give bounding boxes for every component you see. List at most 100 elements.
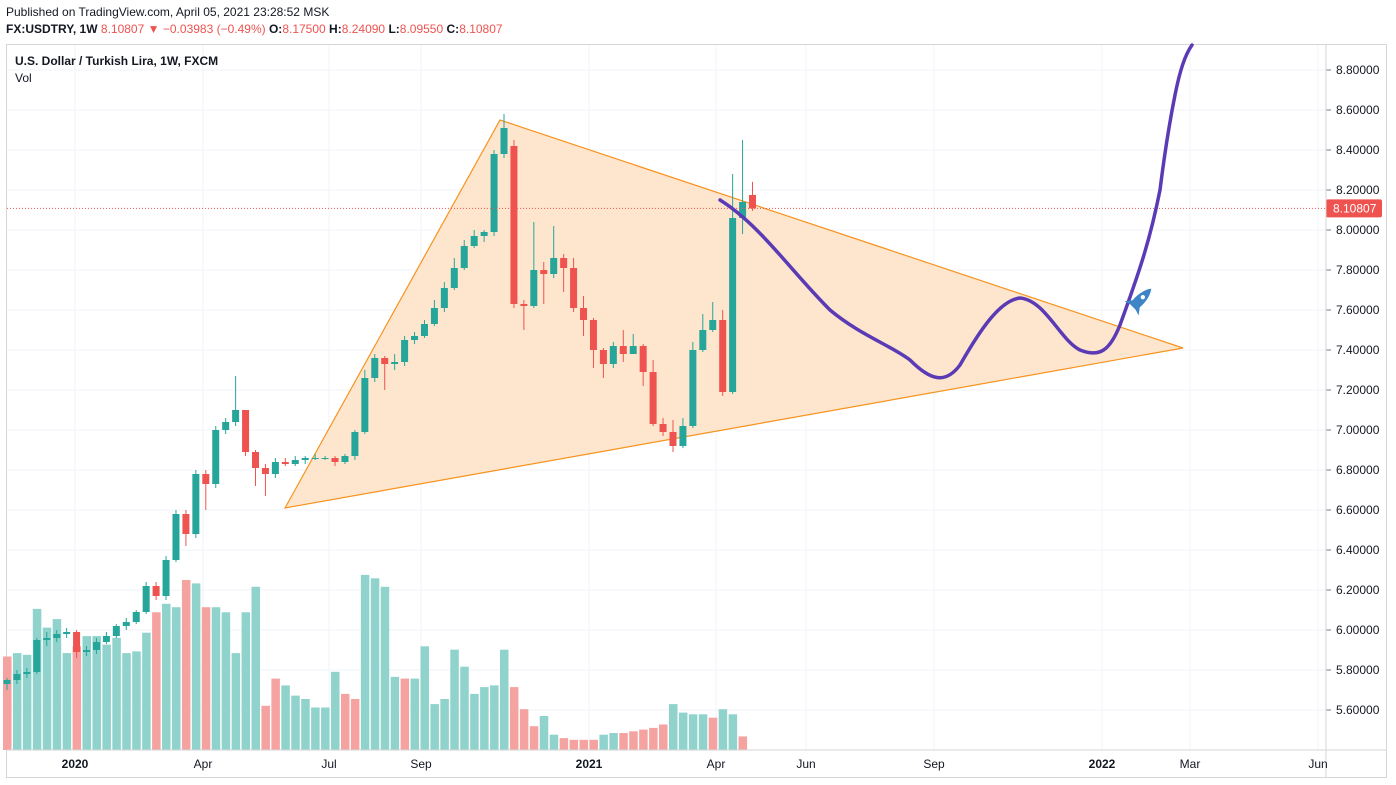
volume-bar <box>221 612 231 750</box>
volume-bar <box>509 687 519 750</box>
candle-body <box>599 350 607 364</box>
x-tick-label: Mar <box>1180 757 1201 771</box>
volume-bar <box>539 716 549 750</box>
candle-body <box>719 320 727 392</box>
y-tick-label: 6.20000 <box>1336 583 1380 597</box>
y-tick-label: 8.80000 <box>1336 63 1380 77</box>
volume-bar <box>490 685 499 750</box>
volume-bar <box>360 574 370 750</box>
price-tag <box>1326 199 1382 218</box>
candle-body <box>351 432 359 456</box>
y-tick-label: 6.40000 <box>1336 543 1380 557</box>
volume-bar <box>629 731 638 750</box>
volume-bar <box>92 636 101 750</box>
volume-bar <box>142 632 151 750</box>
candle-body <box>222 422 230 430</box>
candle-body <box>739 202 747 218</box>
volume-bar <box>132 651 141 750</box>
volume-bar <box>112 637 121 750</box>
volume-bar <box>400 678 410 750</box>
candle-body <box>132 612 140 622</box>
candle-body <box>242 410 250 452</box>
volume-bar <box>350 699 360 750</box>
volume-bar <box>3 656 12 750</box>
time-axis[interactable]: 2020 Apr Jul Sep 2021 Apr Jun Sep 2022 Mar Jun <box>7 749 1387 771</box>
volume-bar <box>42 627 52 750</box>
volume-bar <box>380 586 390 750</box>
candle-body <box>281 462 289 464</box>
volume-bar <box>649 727 658 750</box>
volume-bar <box>82 636 92 750</box>
chart-pane[interactable] <box>6 44 1387 778</box>
y-tick-label: 7.60000 <box>1336 303 1380 317</box>
volume-bar <box>191 583 201 750</box>
candle-body <box>570 268 578 308</box>
candle-body <box>550 258 558 274</box>
candle-body <box>172 514 180 560</box>
price-axis[interactable]: 8.80000 8.60000 8.40000 8.20000 8.00000 7.800… <box>1325 45 1382 778</box>
candle-body <box>73 632 81 652</box>
volume-bar <box>698 714 708 750</box>
candle-body <box>589 320 597 350</box>
y-tick-label: 7.80000 <box>1336 263 1380 277</box>
volume-bar <box>659 724 668 750</box>
projection-overlay[interactable] <box>7 43 1326 380</box>
volume-bar <box>440 699 449 750</box>
chart-legend: U.S. Dollar / Turkish Lira, 1W, FXCM Vol <box>15 53 218 87</box>
x-tick-label: 2021 <box>576 757 603 771</box>
legend-title: U.S. Dollar / Turkish Lira, 1W, FXCM <box>15 54 219 68</box>
volume-bar <box>291 695 300 750</box>
candle-body <box>530 270 538 306</box>
volume-bar <box>480 687 489 750</box>
candle-body <box>331 458 339 462</box>
candle-body <box>440 288 448 308</box>
volume-bar <box>728 714 738 750</box>
candle-body <box>391 362 399 364</box>
candle-body <box>311 458 319 459</box>
volume-bar <box>450 649 459 750</box>
y-tick-label: 6.60000 <box>1336 503 1380 517</box>
candle-body <box>729 218 737 392</box>
volume-bar <box>201 607 211 750</box>
candle-body <box>43 638 51 640</box>
candle-body <box>709 320 717 330</box>
volume-bar <box>62 653 72 750</box>
volume-bar <box>311 707 320 750</box>
volume-bar <box>231 653 241 750</box>
volume-bar <box>688 714 698 750</box>
volume-bar <box>370 578 380 750</box>
candle-body <box>252 452 259 468</box>
volume-bars <box>3 574 748 750</box>
candle-body <box>202 474 210 484</box>
candle-body <box>510 146 518 304</box>
volume-bar <box>32 608 42 750</box>
volume-bar <box>72 646 82 750</box>
candle-body <box>83 650 91 652</box>
volume-bar <box>281 685 290 750</box>
candle-body <box>490 154 498 232</box>
y-tick-label: 8.20000 <box>1336 183 1380 197</box>
open-label: O: <box>268 22 283 36</box>
y-tick-label: 8.60000 <box>1336 103 1380 117</box>
candle-body <box>629 346 637 354</box>
candles <box>3 114 756 690</box>
candle-body <box>430 308 438 324</box>
x-tick-label: Apr <box>194 757 213 771</box>
volume-bar <box>589 739 598 750</box>
volume-bar <box>321 707 330 750</box>
candle-body <box>540 270 548 274</box>
candle-body <box>53 634 61 638</box>
x-tick-label: Sep <box>410 757 432 771</box>
volume-bar <box>579 739 589 750</box>
candle-body <box>13 674 21 680</box>
volume-bar <box>152 612 161 750</box>
candle-body <box>619 346 627 354</box>
candle-body <box>112 626 120 636</box>
candle-body <box>33 640 41 672</box>
candle-body <box>212 430 220 484</box>
candle-body <box>669 432 677 446</box>
volume-bar <box>122 653 131 750</box>
x-tick-label: Sep <box>923 757 945 771</box>
volume-bar <box>340 693 350 750</box>
